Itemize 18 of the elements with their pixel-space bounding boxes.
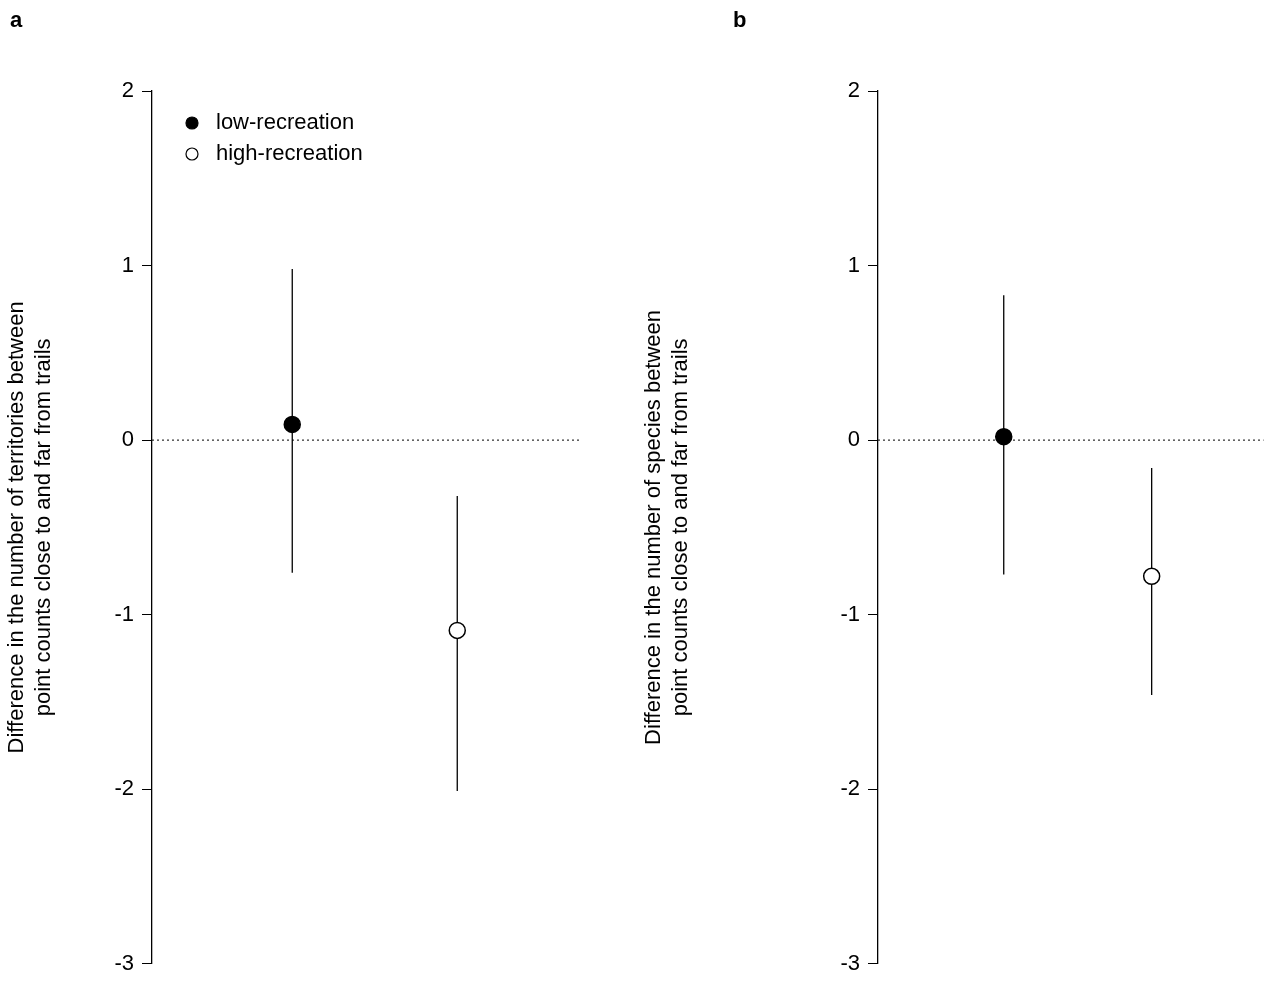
y-tick-label: -3	[114, 949, 134, 975]
y-tick-label: 0	[847, 426, 860, 452]
chart-title: b	[733, 7, 747, 33]
y-axis-title: Difference in the number of species between point counts close to and far from trails	[640, 309, 692, 745]
y-tick-label: -3	[840, 949, 860, 975]
y-tick-label: 2	[847, 77, 860, 103]
y-tick-label: 0	[121, 426, 134, 452]
legend-label: low-recreation	[216, 109, 355, 135]
y-axis-title: Difference in the number of territories between point counts close to and far from trails	[3, 301, 55, 754]
y-tick-label: -1	[840, 600, 860, 626]
y-tick-label: -1	[114, 600, 134, 626]
y-tick-label: 1	[847, 251, 860, 277]
chart-title: a	[10, 7, 23, 33]
y-tick-label: -2	[840, 775, 860, 801]
y-tick-label: 2	[121, 77, 134, 103]
legend-label: high-recreation	[216, 140, 363, 166]
y-tick-label: -2	[114, 775, 134, 801]
y-tick-label: 1	[121, 251, 134, 277]
